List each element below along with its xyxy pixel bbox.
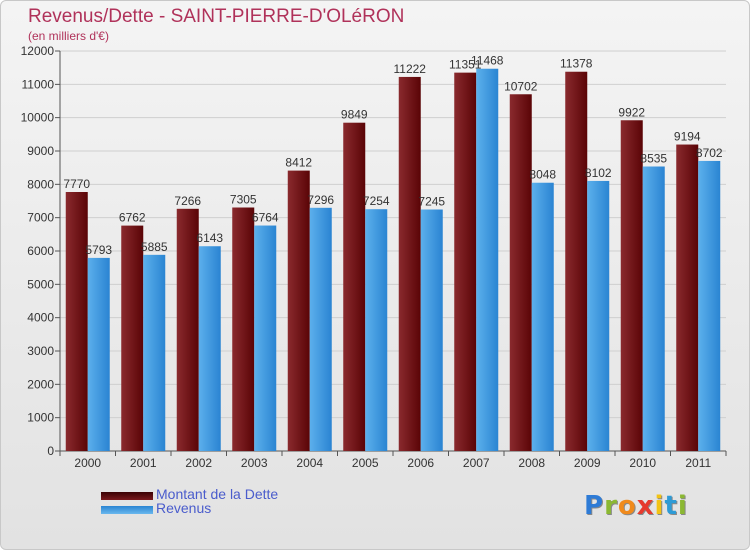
logo-letter: r bbox=[604, 491, 618, 521]
logo-letter: i bbox=[677, 491, 688, 521]
bar-dette bbox=[176, 208, 199, 451]
x-tick-label: 2008 bbox=[518, 456, 545, 470]
bar-revenus bbox=[309, 207, 332, 451]
logo-letter: P bbox=[584, 491, 605, 521]
legend-label-dette: Montant de la Dette bbox=[156, 486, 279, 502]
legend-swatch-revenus bbox=[101, 506, 153, 514]
data-label-revenus: 6764 bbox=[252, 211, 279, 225]
x-tick-label: 2001 bbox=[130, 456, 157, 470]
y-tick-label: 12000 bbox=[21, 44, 55, 58]
y-tick-label: 7000 bbox=[27, 211, 54, 225]
data-label-dette: 6762 bbox=[119, 211, 146, 225]
y-tick-label: 6000 bbox=[27, 244, 54, 258]
data-label-revenus: 8535 bbox=[640, 152, 667, 166]
data-label-revenus: 5885 bbox=[141, 240, 168, 254]
legend-swatch-dette bbox=[101, 492, 153, 500]
bar-dette bbox=[65, 192, 88, 451]
bar-revenus bbox=[587, 180, 610, 451]
y-tick-label: 2000 bbox=[27, 377, 54, 391]
bar-revenus bbox=[198, 246, 221, 451]
data-label-revenus: 8048 bbox=[529, 168, 556, 182]
data-label-revenus: 6143 bbox=[196, 231, 223, 245]
bar-revenus bbox=[365, 209, 388, 451]
y-tick-label: 1000 bbox=[27, 411, 54, 425]
data-label-revenus: 7245 bbox=[418, 195, 445, 209]
x-tick-label: 2009 bbox=[574, 456, 601, 470]
data-label-dette: 8412 bbox=[285, 156, 312, 170]
data-label-revenus: 7296 bbox=[307, 193, 334, 207]
bar-revenus bbox=[254, 225, 277, 451]
data-label-dette: 9922 bbox=[618, 105, 645, 119]
y-tick-label: 0 bbox=[47, 444, 54, 458]
bar-dette bbox=[343, 122, 366, 451]
data-label-revenus: 7254 bbox=[363, 194, 390, 208]
data-label-dette: 11351 bbox=[449, 58, 482, 72]
bar-revenus bbox=[531, 182, 554, 451]
logo-letter: t bbox=[664, 491, 678, 521]
x-tick-label: 2007 bbox=[463, 456, 490, 470]
y-tick-label: 11000 bbox=[22, 77, 55, 91]
bar-dette bbox=[287, 170, 310, 451]
x-tick-label: 2005 bbox=[352, 456, 379, 470]
bar-dette bbox=[509, 94, 532, 452]
data-label-dette: 9194 bbox=[674, 130, 701, 144]
legend-label-revenus: Revenus bbox=[156, 500, 212, 516]
bar-revenus bbox=[87, 257, 110, 451]
bar-revenus bbox=[476, 68, 499, 451]
logo-letter: i bbox=[654, 491, 665, 521]
bar-revenus bbox=[143, 254, 166, 451]
data-label-dette: 7266 bbox=[174, 194, 201, 208]
bar-dette bbox=[232, 207, 255, 451]
chart-title: Revenus/Dette - SAINT-PIERRE-D'OLéRON bbox=[28, 6, 405, 27]
data-label-dette: 10702 bbox=[504, 79, 538, 93]
proxiti-logo: Proxiti bbox=[584, 491, 688, 521]
y-tick-label: 5000 bbox=[27, 277, 54, 291]
bar-revenus bbox=[420, 209, 443, 451]
data-label-revenus: 8102 bbox=[585, 166, 612, 180]
chart-subtitle: (en milliers d'€) bbox=[28, 29, 109, 43]
data-label-dette: 11378 bbox=[560, 57, 593, 71]
data-label-dette: 9849 bbox=[341, 108, 368, 122]
bar-dette bbox=[620, 120, 643, 452]
bar-dette bbox=[676, 144, 699, 452]
data-label-dette: 7770 bbox=[63, 177, 90, 191]
x-tick-label: 2010 bbox=[629, 456, 656, 470]
x-tick-label: 2003 bbox=[241, 456, 268, 470]
x-tick-label: 2011 bbox=[685, 456, 711, 470]
data-label-revenus: 8702 bbox=[696, 146, 723, 160]
bar-revenus bbox=[642, 166, 665, 451]
data-label-dette: 7305 bbox=[230, 193, 257, 207]
y-tick-label: 4000 bbox=[27, 311, 54, 325]
bar-dette bbox=[565, 71, 588, 451]
bar-dette bbox=[121, 225, 144, 451]
y-tick-label: 9000 bbox=[27, 144, 54, 158]
data-label-revenus: 11468 bbox=[471, 54, 504, 68]
x-tick-label: 2002 bbox=[185, 456, 212, 470]
x-tick-label: 2004 bbox=[296, 456, 323, 470]
bar-dette bbox=[398, 76, 421, 451]
y-tick-label: 10000 bbox=[21, 111, 55, 125]
x-tick-label: 2000 bbox=[74, 456, 101, 470]
y-tick-label: 8000 bbox=[27, 177, 54, 191]
logo-letter: x bbox=[636, 491, 655, 521]
bar-revenus bbox=[698, 160, 721, 451]
logo-letter: o bbox=[617, 491, 637, 521]
data-label-revenus: 5793 bbox=[85, 243, 112, 257]
bar-dette bbox=[454, 72, 477, 451]
x-tick-label: 2006 bbox=[407, 456, 434, 470]
data-label-dette: 11222 bbox=[394, 62, 427, 76]
y-tick-label: 3000 bbox=[27, 344, 54, 358]
